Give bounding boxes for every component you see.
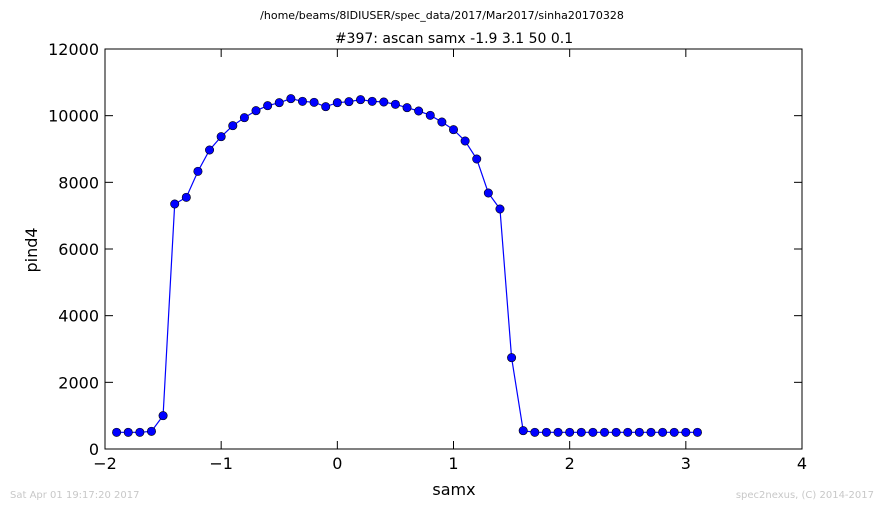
data-point <box>321 102 331 112</box>
data-point <box>158 411 168 421</box>
data-point <box>228 121 238 131</box>
data-point <box>576 427 586 437</box>
data-point <box>146 426 156 436</box>
data-point <box>623 427 633 437</box>
data-point <box>669 427 679 437</box>
data-point <box>402 103 412 113</box>
data-point <box>193 166 203 176</box>
series-line <box>116 98 698 433</box>
data-point <box>367 96 377 106</box>
data-point <box>344 97 354 107</box>
data-point <box>205 145 215 155</box>
data-point <box>309 97 319 107</box>
y-tick-label: 4000 <box>58 307 99 326</box>
data-point <box>216 132 226 142</box>
data-point <box>646 427 656 437</box>
x-tick-label: 2 <box>565 454 575 473</box>
data-point <box>414 106 424 116</box>
data-point <box>600 427 610 437</box>
data-point <box>483 188 493 198</box>
data-point <box>541 427 551 437</box>
data-point <box>123 427 133 437</box>
x-axis-label: samx <box>432 480 475 499</box>
data-point <box>588 427 598 437</box>
chart-title: #397: ascan samx -1.9 3.1 50 0.1 <box>335 31 573 47</box>
x-tick-label: 4 <box>797 454 807 473</box>
data-point <box>681 427 691 437</box>
data-point <box>239 113 249 123</box>
data-point <box>658 427 668 437</box>
plot-frame <box>104 48 803 450</box>
data-point <box>565 427 575 437</box>
x-tick-label: −1 <box>209 454 233 473</box>
y-tick-label: 10000 <box>48 107 99 126</box>
footer-timestamp: Sat Apr 01 19:17:20 2017 <box>10 490 140 501</box>
data-point <box>507 353 517 363</box>
y-tick-label: 8000 <box>58 173 99 192</box>
data-point <box>692 427 702 437</box>
data-point <box>181 192 191 202</box>
y-axis-label: pind4 <box>22 227 41 272</box>
footer-credit: spec2nexus, (C) 2014-2017 <box>736 490 874 501</box>
data-point <box>297 96 307 106</box>
data-point <box>263 101 273 111</box>
data-point <box>460 136 470 146</box>
x-tick-label: 0 <box>332 454 342 473</box>
data-point <box>634 427 644 437</box>
data-point <box>274 98 284 108</box>
data-point <box>356 95 366 105</box>
data-point <box>611 427 621 437</box>
data-point <box>553 427 563 437</box>
data-point <box>495 204 505 214</box>
x-tick-label: 1 <box>448 454 458 473</box>
data-point <box>390 99 400 109</box>
x-tick-label: 3 <box>681 454 691 473</box>
y-tick-label: 12000 <box>48 40 99 59</box>
data-point <box>251 106 261 116</box>
data-point <box>437 117 447 127</box>
plot-area: −2 −1 0 1 2 3 4 0 2000 4000 6000 8000 10000 12000 <box>48 40 807 473</box>
data-point <box>135 427 145 437</box>
y-tick-label: 6000 <box>58 240 99 259</box>
data-point <box>518 426 528 436</box>
chart-suptitle: /home/beams/8IDIUSER/spec_data/2017/Mar2… <box>260 9 624 22</box>
data-point <box>332 98 342 108</box>
data-point <box>472 154 482 164</box>
y-tick-label: 2000 <box>58 373 99 392</box>
data-point <box>112 427 122 437</box>
data-point <box>530 427 540 437</box>
x-tick-label: −2 <box>93 454 117 473</box>
data-point <box>425 110 435 120</box>
data-point <box>448 125 458 135</box>
data-point <box>286 94 296 104</box>
data-point <box>379 97 389 107</box>
data-point <box>170 199 180 209</box>
y-tick-label: 0 <box>89 440 99 459</box>
